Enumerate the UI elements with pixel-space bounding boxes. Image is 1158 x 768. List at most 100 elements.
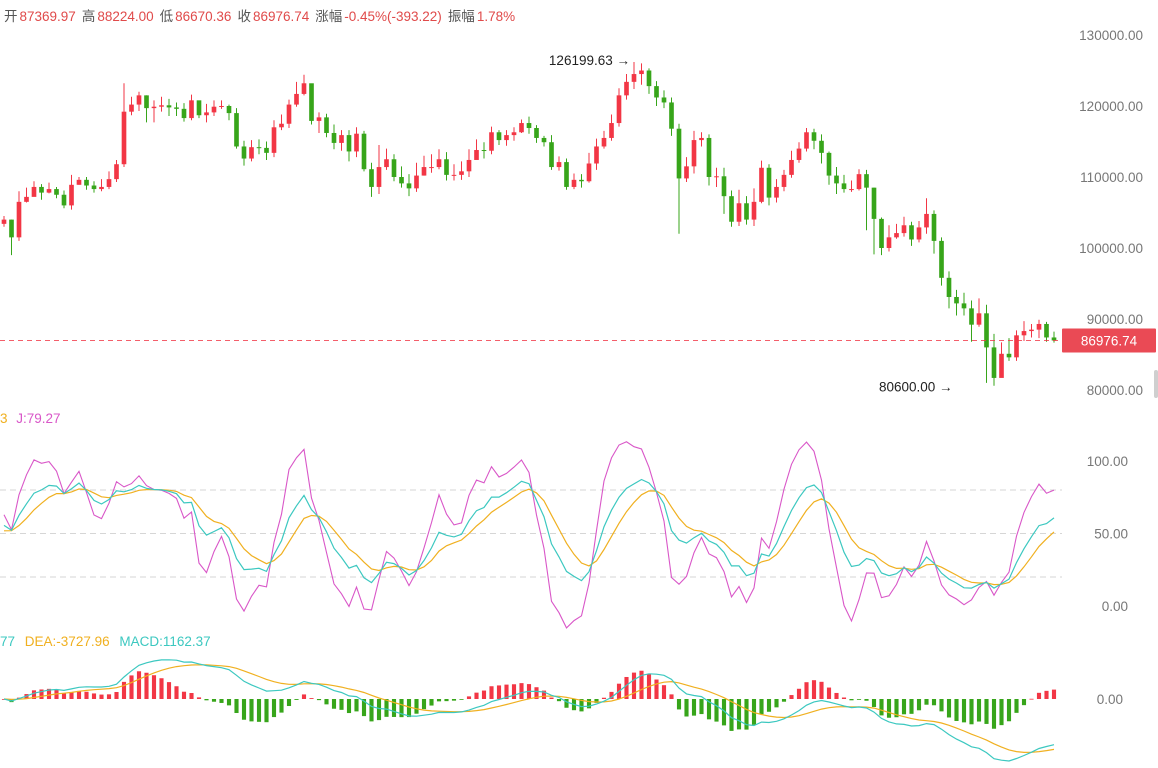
macd-histogram-bar	[136, 671, 142, 699]
candle-body	[1006, 353, 1012, 358]
macd-histogram-bar	[144, 672, 149, 699]
candle-body	[504, 135, 509, 141]
candle-body	[699, 137, 704, 141]
macd-histogram-bar	[369, 699, 374, 722]
candle-body	[474, 150, 479, 160]
candle-body	[9, 219, 14, 238]
candle-body	[54, 189, 59, 195]
header-label-4: 涨幅	[315, 9, 343, 24]
candle-body	[406, 183, 412, 189]
candle-body	[91, 185, 97, 190]
macd-histogram-bar	[744, 699, 749, 730]
macd-histogram-bar	[879, 699, 884, 716]
candle-body	[999, 353, 1004, 378]
candle-body	[286, 104, 292, 124]
macd-dea-line	[3, 664, 1055, 754]
candle-body	[819, 140, 824, 153]
candle-body	[301, 83, 307, 94]
macd-legend-fragment: 77	[0, 634, 16, 649]
price-tick-label: 120000.00	[1079, 99, 1143, 114]
candle-body	[571, 179, 577, 187]
candle-body	[189, 100, 194, 119]
candle-body	[384, 159, 389, 168]
candle-body	[961, 303, 967, 309]
candle-body	[76, 179, 82, 185]
candle-body	[991, 347, 997, 378]
candle-body	[789, 159, 794, 175]
candle-body	[61, 194, 67, 206]
candle-body	[624, 81, 629, 96]
macd-histogram-bar	[1021, 699, 1027, 706]
macd-histogram-bar	[654, 679, 659, 699]
candle-body	[714, 176, 719, 178]
macd-histogram-bar	[129, 675, 134, 699]
macd-tick-label: 0.00	[1097, 692, 1123, 707]
macd-histogram-bar	[316, 699, 322, 701]
macd-histogram-bar	[204, 699, 209, 701]
candle-body	[204, 112, 209, 116]
last-price-label: 86976.74	[1081, 333, 1138, 348]
candle-body	[804, 132, 809, 149]
price-tick-label: 80000.00	[1087, 383, 1143, 398]
candle-body	[646, 70, 652, 87]
price-tick-label: 130000.00	[1079, 28, 1143, 43]
candle-body	[916, 227, 922, 240]
macd-histogram-bar	[1044, 690, 1049, 699]
macd-histogram-bar	[241, 699, 247, 720]
macd-histogram-bar	[114, 691, 119, 699]
candle-body	[144, 95, 149, 109]
macd-histogram-bar	[579, 699, 584, 712]
macd-legend: 77 DEA:-3727.96 MACD:1162.37	[0, 634, 211, 649]
candle-body	[121, 111, 127, 165]
candle-body	[796, 148, 802, 160]
kdj-legend-fragment: 3	[0, 411, 8, 426]
macd-histogram-bar	[976, 699, 982, 722]
macd-histogram-bar	[556, 699, 562, 702]
candle-body	[969, 308, 974, 325]
candle-body	[601, 137, 607, 147]
candle-body	[616, 95, 622, 124]
macd-histogram-bar	[391, 699, 397, 717]
low-annotation: 80600.00 →	[879, 380, 953, 395]
macd-histogram-bar	[234, 699, 239, 714]
candle-body	[361, 133, 367, 170]
candle-body	[864, 174, 869, 188]
candle-body	[751, 201, 757, 220]
candle-body	[886, 237, 892, 248]
macd-histogram-bar	[961, 699, 967, 723]
candle-body	[346, 135, 352, 152]
header-label-5: 振幅	[447, 9, 475, 24]
candle-body	[316, 117, 322, 121]
macd-histogram-bar	[549, 697, 554, 699]
macd-histogram-bar	[496, 685, 502, 699]
macd-histogram-bar	[249, 699, 254, 722]
macd-histogram-bar	[451, 699, 457, 701]
candle-body	[579, 179, 584, 182]
candle-body	[729, 196, 734, 222]
candle-body	[706, 137, 712, 177]
candle-body	[31, 186, 37, 197]
high-annotation: 126199.63 →	[549, 53, 630, 68]
macd-histogram-bar	[211, 699, 217, 702]
candle-body	[264, 147, 269, 153]
macd-histogram-bar	[969, 699, 974, 725]
candle-body	[174, 107, 179, 109]
macd-histogram-bar	[481, 690, 487, 699]
candle-body	[234, 113, 239, 147]
candle-body	[676, 128, 682, 179]
candle-body	[841, 183, 847, 190]
candle-body	[324, 117, 329, 133]
macd-histogram-bar	[736, 699, 742, 730]
macd-histogram-bar	[444, 699, 449, 702]
candle-body	[444, 159, 449, 175]
candle-body	[399, 177, 404, 184]
macd-histogram-bar	[841, 697, 847, 699]
macd-histogram-bar	[691, 699, 697, 716]
macd-histogram-bar	[684, 699, 689, 717]
candle-body	[639, 70, 644, 75]
macd-histogram-bar	[1036, 692, 1042, 699]
candle-body	[354, 133, 359, 152]
candle-body	[1021, 331, 1027, 336]
macd-histogram-bar	[421, 699, 427, 710]
